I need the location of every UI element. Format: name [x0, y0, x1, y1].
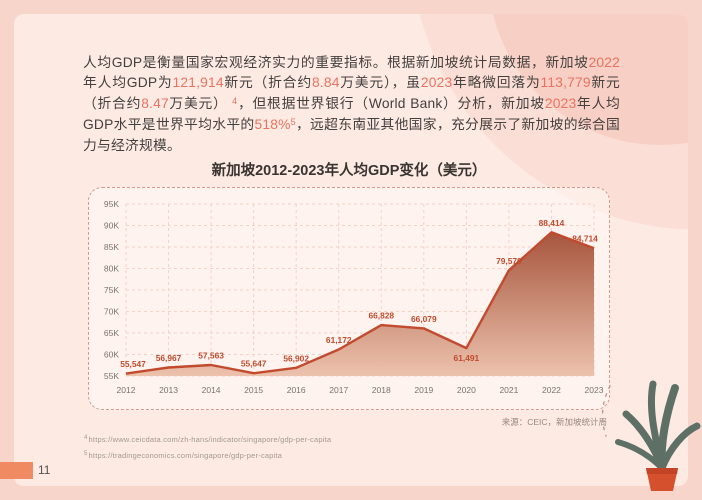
svg-text:2017: 2017	[329, 385, 348, 395]
svg-text:66,828: 66,828	[368, 311, 394, 321]
svg-text:55,547: 55,547	[120, 359, 146, 369]
plant-illustration	[601, 380, 701, 491]
svg-text:2012: 2012	[117, 385, 136, 395]
svg-text:75K: 75K	[104, 285, 119, 295]
page-number-bar	[0, 462, 33, 479]
svg-text:2021: 2021	[499, 385, 518, 395]
plant-leaves	[615, 380, 701, 472]
svg-text:2019: 2019	[414, 385, 433, 395]
gdp-area-chart: 55K 60K 65K 70K 75K 80K 85K 90K 95K 2012 2013 2014 2…	[104, 199, 604, 395]
svg-text:79,570: 79,570	[496, 256, 522, 266]
intro-paragraph: 人均GDP是衡量国家宏观经济实力的重要指标。根据新加坡统计局数据，新加坡2022…	[83, 55, 620, 154]
svg-text:2018: 2018	[372, 385, 391, 395]
svg-text:65K: 65K	[104, 328, 119, 338]
page-number: 11	[38, 463, 51, 477]
svg-text:55,647: 55,647	[241, 359, 267, 369]
svg-text:2020: 2020	[457, 385, 476, 395]
chart-card: 55K 60K 65K 70K 75K 80K 85K 90K 95K 2012 2013 2014 2…	[88, 187, 610, 410]
content-panel: 人均GDP是衡量国家宏观经济实力的重要指标。根据新加坡统计局数据，新加坡2022…	[14, 14, 688, 486]
svg-text:61,491: 61,491	[454, 353, 480, 363]
svg-text:2015: 2015	[244, 385, 263, 395]
svg-text:80K: 80K	[104, 264, 119, 274]
svg-text:70K: 70K	[104, 307, 119, 317]
svg-text:2013: 2013	[159, 385, 178, 395]
svg-text:2014: 2014	[202, 385, 221, 395]
svg-text:60K: 60K	[104, 350, 119, 360]
svg-text:95K: 95K	[104, 199, 119, 209]
svg-text:55K: 55K	[104, 371, 119, 381]
svg-text:2023: 2023	[585, 385, 604, 395]
footnote-2: 5https://tradingeconomics.com/singapore/…	[84, 451, 283, 460]
svg-text:2022: 2022	[542, 385, 561, 395]
svg-text:90K: 90K	[104, 221, 119, 231]
chart-title: 新加坡2012-2023年人均GDP变化（美元）	[211, 163, 487, 179]
svg-text:61,172: 61,172	[326, 335, 352, 345]
decorative-dashes	[601, 385, 611, 437]
svg-text:56,967: 56,967	[156, 353, 182, 363]
svg-text:84,714: 84,714	[572, 234, 598, 244]
svg-text:56,902: 56,902	[283, 353, 309, 363]
footnote-1: 4https://www.ceicdata.com/zh-hans/indica…	[84, 435, 332, 444]
svg-text:85K: 85K	[104, 242, 119, 252]
svg-text:88,414: 88,414	[539, 218, 565, 228]
svg-text:66,079: 66,079	[411, 314, 437, 324]
chart-source: 来源：CEIC，新加坡统计局	[501, 417, 607, 427]
svg-text:2016: 2016	[287, 385, 306, 395]
svg-text:57,563: 57,563	[198, 350, 224, 360]
plant-pot-rim	[646, 468, 678, 474]
